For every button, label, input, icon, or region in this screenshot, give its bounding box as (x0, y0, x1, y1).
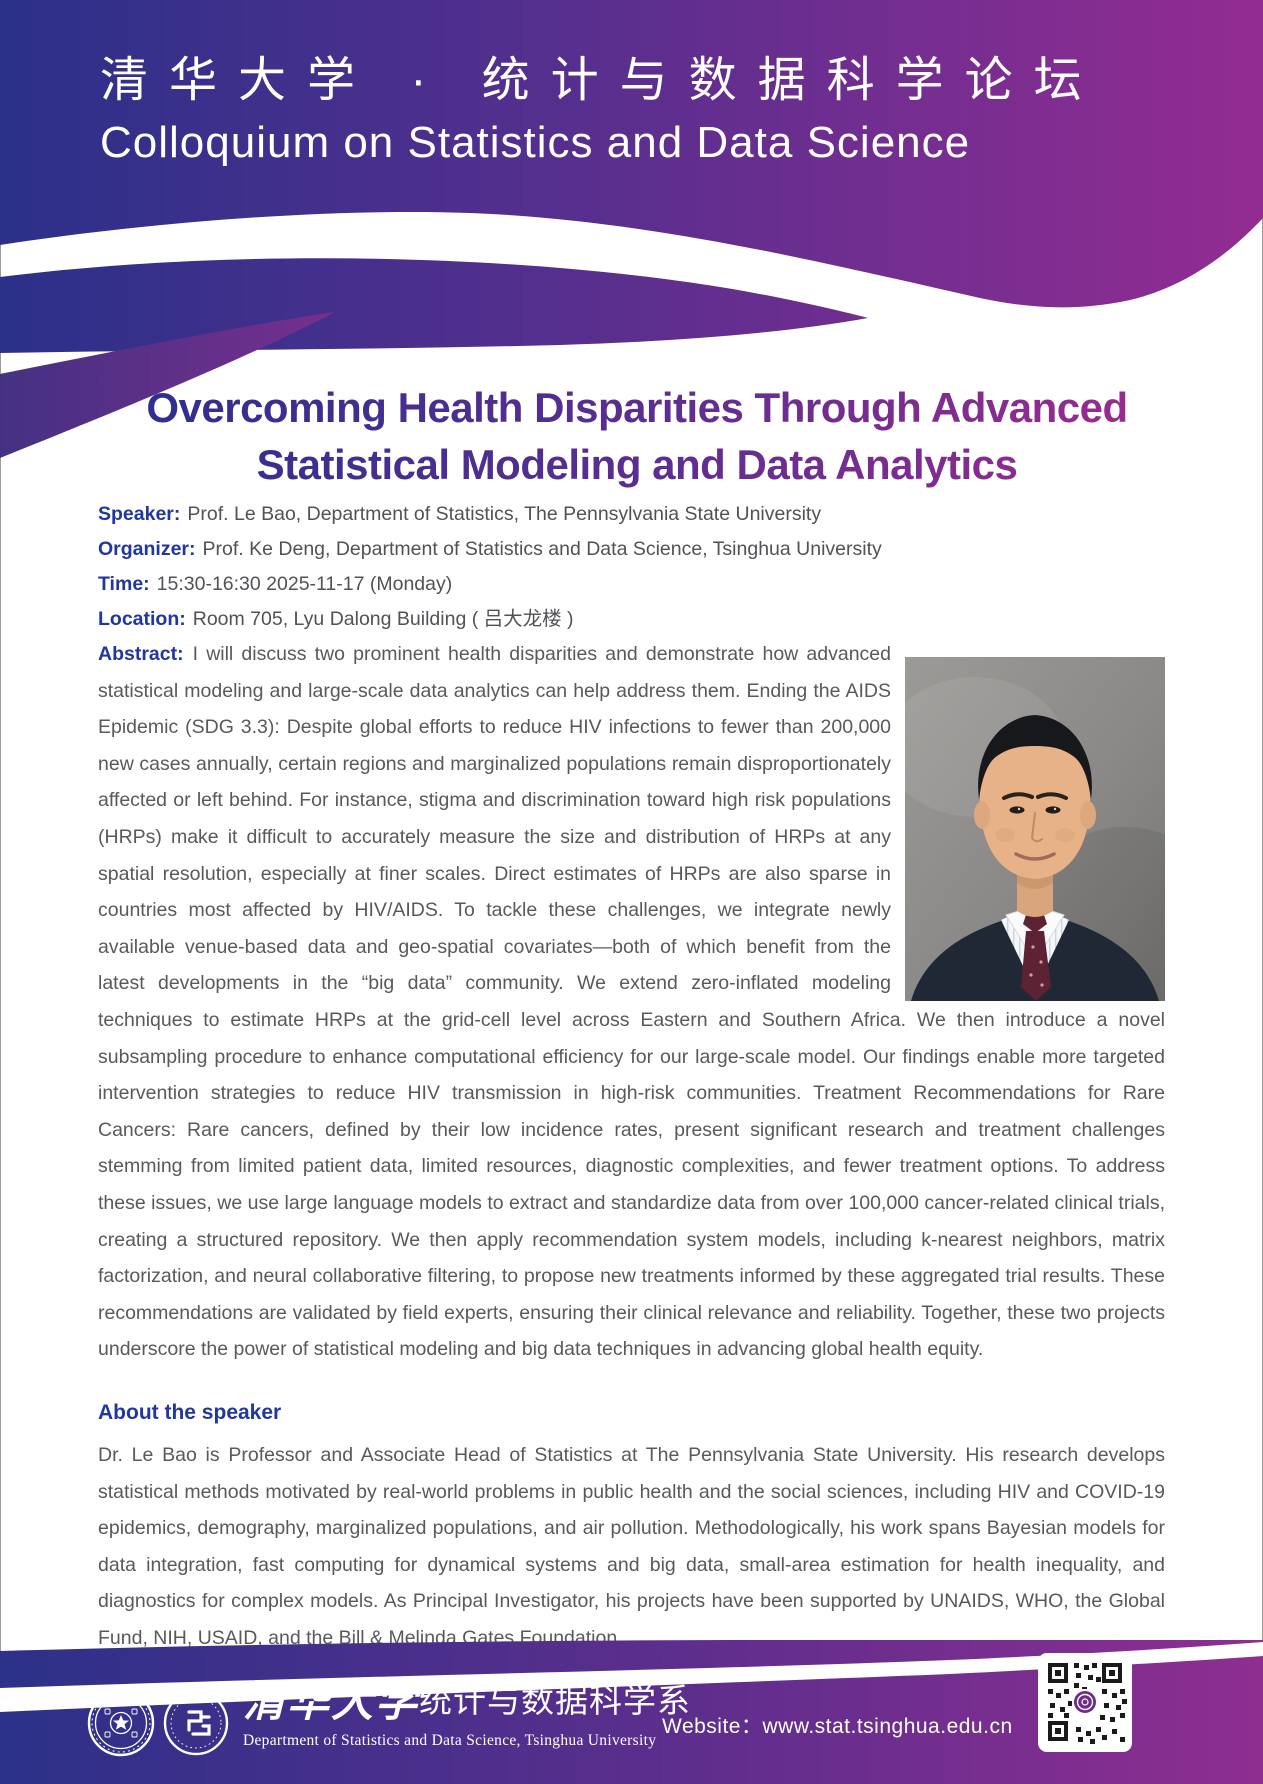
location-value: Room 705, Lyu Dalong Building ( 吕大龙楼 ) (192, 608, 574, 630)
abstract-paragraph: Abstract: I will discuss two prominent he… (98, 636, 1165, 1368)
talk-title-line1: Overcoming Health Disparities Through Ad… (146, 384, 1128, 431)
portrait-eyebrow-left (1002, 792, 1034, 800)
portrait-nose (1030, 812, 1043, 843)
header-ribbon-shape (0, 258, 868, 353)
about-speaker-text: Dr. Le Bao is Professor and Associate He… (98, 1444, 1165, 1649)
organizer-value: Prof. Ke Deng, Department of Statistics … (202, 538, 882, 560)
portrait-tie (1021, 931, 1051, 1001)
speaker-value: Prof. Le Bao, Department of Statistics, … (187, 503, 822, 525)
talk-title: Overcoming Health Disparities Through Ad… (98, 379, 1176, 493)
department-name-calligraphy: 清华大学 (243, 1680, 420, 1726)
portrait-face (979, 733, 1091, 879)
speaker-photo (905, 657, 1165, 1001)
website-url: www.stat.tsinghua.edu.cn (762, 1715, 1013, 1738)
department-name-block: 清华大学统计与数据科学系 Department of Statistics an… (243, 1682, 691, 1749)
header-wave-art (0, 0, 1263, 458)
portrait-ear-right (1080, 801, 1096, 829)
about-speaker-heading: About the speaker (98, 1401, 282, 1424)
time-row: Time: 15:30-16:30 2025-11-17 (Monday) (98, 572, 452, 596)
website-line: Website：www.stat.tsinghua.edu.cn (662, 1710, 1013, 1740)
department-logo (163, 1690, 229, 1756)
organizer-row: Organizer: Prof. Ke Deng, Department of S… (98, 537, 882, 561)
location-row: Location: Room 705, Lyu Dalong Building (… (98, 607, 574, 631)
footer-banner-shape (0, 1640, 1263, 1784)
portrait-ear-left (974, 801, 990, 829)
location-label: Location: (98, 608, 186, 630)
banner-subtitle-english: Colloquium on Statistics and Data Scienc… (100, 117, 971, 167)
portrait-eye-left (1009, 806, 1025, 814)
header-banner-shape (0, 0, 1263, 308)
footer-white-stripe (0, 1642, 1263, 1712)
header-blade-shape (0, 312, 335, 458)
website-label: Website： (662, 1715, 763, 1738)
banner-title-chinese: 清华大学 · 统计与数据科学论坛 (100, 54, 1103, 107)
qr-code (1038, 1653, 1132, 1752)
banner-text-block: 清华大学 · 统计与数据科学论坛 Colloquium on Statistic… (100, 52, 1103, 168)
time-label: Time: (98, 573, 150, 595)
speaker-label: Speaker: (98, 503, 181, 525)
portrait-eye-right (1045, 806, 1061, 814)
portrait-hair (978, 715, 1092, 799)
organizer-label: Organizer: (98, 538, 196, 560)
portrait-eyebrow-right (1036, 792, 1068, 800)
abstract-text: I will discuss two prominent health disp… (98, 643, 1165, 1361)
talk-title-line2: Statistical Modeling and Data Analytics (256, 441, 1018, 488)
abstract-label: Abstract: (98, 643, 184, 665)
department-name-chinese: 统计与数据科学系 (419, 1682, 692, 1719)
department-name-english: Department of Statistics and Data Scienc… (243, 1732, 657, 1749)
footer: 清华大学统计与数据科学系 Department of Statistics an… (0, 1640, 1263, 1784)
speaker-row: Speaker: Prof. Le Bao, Department of Stat… (98, 502, 821, 526)
footer-wave-art (0, 1640, 1263, 1784)
tsinghua-university-logo (87, 1689, 155, 1757)
portrait-mouth (1014, 852, 1056, 861)
time-value: 15:30-16:30 2025-11-17 (Monday) (156, 573, 453, 595)
